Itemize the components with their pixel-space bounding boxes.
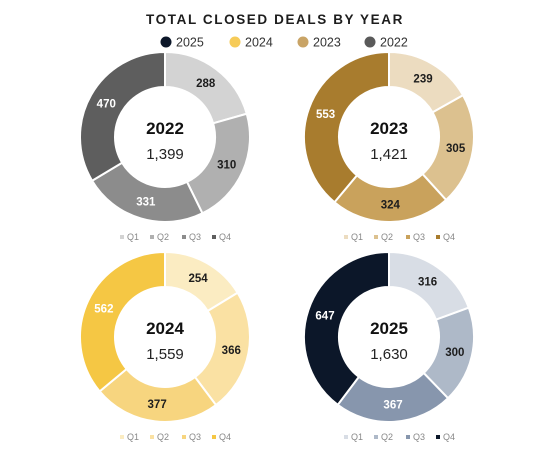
- legend-item-2023: 2023: [297, 36, 341, 50]
- legend-swatch: [364, 36, 376, 48]
- donut-year-label: 2022: [146, 119, 184, 138]
- legend-label: 2022: [380, 36, 408, 50]
- data-label: 367: [383, 399, 402, 411]
- legend-swatch: [160, 36, 172, 48]
- legend-label: 2023: [313, 36, 341, 50]
- data-label: 562: [94, 303, 113, 315]
- legend-label: 2024: [245, 36, 273, 50]
- donut-grid: 288 310 331 470 2022 1,399 Q1 Q2 Q3 Q4 239 305 324 55…: [79, 50, 475, 442]
- quarter-label: Q2: [381, 432, 393, 442]
- quarter-legend-2023: Q1 Q2 Q3 Q4: [344, 232, 455, 242]
- donut-year-label: 2024: [146, 319, 184, 338]
- quarter-label: Q4: [443, 432, 455, 442]
- quarter-label: Q1: [351, 432, 363, 442]
- data-label: 300: [445, 347, 464, 359]
- donut-2023: 239 305 324 553 2023 1,421 Q1 Q2 Q3 Q4: [303, 50, 475, 242]
- data-label: 470: [97, 99, 116, 111]
- donut-year-label: 2025: [370, 319, 408, 338]
- quarter-label: Q2: [381, 232, 393, 242]
- quarter-legend-2022: Q1 Q2 Q3 Q4: [120, 232, 231, 242]
- quarter-swatch: [120, 235, 124, 239]
- donut-total-label: 1,421: [370, 146, 408, 163]
- donut-2025: 316 300 367 647 2025 1,630 Q1 Q2 Q3 Q4: [303, 250, 475, 442]
- slice-2025-q4: [303, 250, 390, 407]
- legend-swatch: [229, 36, 241, 48]
- donut-2024: 254 366 377 562 2024 1,559 Q1 Q2 Q3 Q4: [79, 250, 251, 442]
- quarter-label: Q1: [127, 432, 139, 442]
- quarter-label: Q3: [189, 432, 201, 442]
- donut-year-label: 2023: [370, 119, 408, 138]
- data-label: 647: [315, 311, 334, 323]
- data-label: 254: [188, 273, 208, 285]
- donut-2022: 288 310 331 470 2022 1,399 Q1 Q2 Q3 Q4: [79, 50, 251, 242]
- quarter-swatch: [212, 435, 216, 439]
- data-label: 324: [381, 199, 401, 211]
- quarter-swatch: [150, 435, 154, 439]
- data-label: 316: [418, 277, 437, 289]
- quarter-swatch: [182, 235, 186, 239]
- data-label: 288: [196, 78, 216, 90]
- donut-total-label: 1,559: [146, 346, 184, 363]
- donut-total-label: 1,399: [146, 146, 184, 163]
- quarter-swatch: [150, 235, 154, 239]
- legend-label: 2025: [176, 36, 204, 50]
- data-label: 377: [148, 399, 167, 411]
- data-label: 239: [413, 74, 432, 86]
- quarter-label: Q3: [413, 432, 425, 442]
- quarter-label: Q2: [157, 232, 169, 242]
- chart-title: TOTAL CLOSED DEALS BY YEAR: [146, 12, 404, 27]
- quarter-label: Q4: [219, 432, 231, 442]
- quarter-swatch: [374, 235, 378, 239]
- quarter-swatch: [182, 435, 186, 439]
- data-label: 305: [446, 143, 466, 155]
- quarter-legend-2025: Q1 Q2 Q3 Q4: [344, 432, 455, 442]
- quarter-label: Q4: [219, 232, 231, 242]
- quarter-label: Q1: [351, 232, 363, 242]
- slice-2024-q4: [79, 250, 166, 393]
- data-label: 310: [217, 159, 236, 171]
- quarter-label: Q3: [189, 232, 201, 242]
- legend-item-2025: 2025: [160, 36, 204, 50]
- quarter-label: Q4: [443, 232, 455, 242]
- quarter-label: Q2: [157, 432, 169, 442]
- quarter-swatch: [344, 235, 348, 239]
- quarter-label: Q1: [127, 232, 139, 242]
- data-label: 366: [222, 345, 241, 357]
- quarter-swatch: [436, 235, 440, 239]
- top-legend: 2025 2024 2023 2022: [160, 36, 408, 50]
- quarter-swatch: [374, 435, 378, 439]
- legend-swatch: [297, 36, 309, 48]
- quarter-swatch: [120, 435, 124, 439]
- slice-2022-q4: [79, 50, 166, 183]
- data-label: 553: [316, 109, 335, 121]
- quarter-swatch: [406, 235, 410, 239]
- slice-2023-q4: [303, 50, 390, 204]
- quarter-label: Q3: [413, 232, 425, 242]
- quarter-swatch: [344, 435, 348, 439]
- quarter-swatch: [406, 435, 410, 439]
- quarter-legend-2024: Q1 Q2 Q3 Q4: [120, 432, 231, 442]
- quarter-swatch: [436, 435, 440, 439]
- legend-item-2024: 2024: [229, 36, 273, 50]
- legend-item-2022: 2022: [364, 36, 408, 50]
- data-label: 331: [136, 197, 156, 209]
- quarter-swatch: [212, 235, 216, 239]
- donut-total-label: 1,630: [370, 346, 408, 363]
